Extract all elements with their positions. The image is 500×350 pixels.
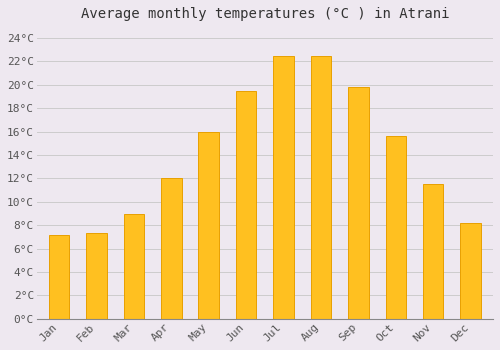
Title: Average monthly temperatures (°C ) in Atrani: Average monthly temperatures (°C ) in At… <box>80 7 449 21</box>
Bar <box>124 214 144 319</box>
Bar <box>49 234 70 319</box>
Bar <box>161 178 182 319</box>
Bar <box>386 136 406 319</box>
Bar <box>86 233 107 319</box>
Bar <box>236 91 256 319</box>
Bar <box>274 56 294 319</box>
Bar <box>310 56 332 319</box>
Bar <box>198 132 219 319</box>
Bar <box>423 184 444 319</box>
Bar <box>348 87 368 319</box>
Bar <box>460 223 481 319</box>
